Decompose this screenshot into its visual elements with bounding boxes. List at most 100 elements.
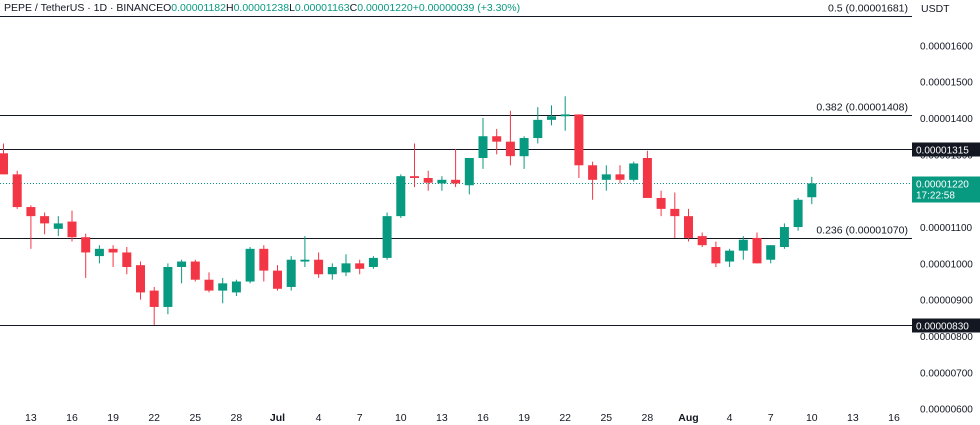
- current-price-box: [912, 176, 980, 203]
- price-tag-box: [912, 142, 980, 157]
- x-tick-label: 22: [148, 412, 160, 424]
- candle-body[interactable]: [738, 239, 748, 251]
- candle-body[interactable]: [355, 263, 365, 269]
- candle-body[interactable]: [327, 266, 337, 275]
- candle-body[interactable]: [752, 237, 762, 264]
- change-value: +0.00000039 (+3.30%): [412, 2, 521, 14]
- candle-body[interactable]: [190, 261, 200, 280]
- candle-body[interactable]: [410, 176, 419, 178]
- candle-body[interactable]: [560, 114, 570, 117]
- low-value: 0.00001163: [294, 2, 350, 14]
- open-label: O: [163, 2, 172, 14]
- price-tag-label: 0.00001315: [916, 146, 969, 157]
- y-tick-label: 0.00001600: [920, 41, 973, 52]
- candle-body[interactable]: [0, 153, 8, 175]
- x-tick-label: 22: [559, 412, 571, 424]
- candle-body[interactable]: [40, 216, 50, 224]
- candle-body[interactable]: [505, 141, 515, 157]
- candle-body[interactable]: [478, 136, 488, 159]
- candle-body[interactable]: [218, 283, 228, 291]
- candle-body[interactable]: [588, 165, 598, 180]
- x-tick-label: 25: [600, 412, 612, 424]
- candle-body[interactable]: [492, 136, 502, 142]
- candle-body[interactable]: [656, 197, 666, 209]
- open-value: 0.00001182: [171, 2, 226, 14]
- candle-body[interactable]: [779, 227, 789, 248]
- y-tick-label: 0.00001500: [920, 78, 973, 89]
- y-tick-label: 0.00000900: [920, 296, 973, 307]
- low-label: L: [289, 2, 295, 14]
- x-tick-label: 28: [642, 412, 654, 424]
- candle-body[interactable]: [26, 207, 36, 217]
- candle-body[interactable]: [53, 223, 63, 229]
- x-tick-label: 10: [806, 412, 818, 424]
- x-tick-label: 13: [847, 412, 859, 424]
- candle-body[interactable]: [684, 216, 693, 238]
- candle-body[interactable]: [163, 266, 173, 307]
- candle-body[interactable]: [382, 216, 392, 258]
- x-tick-label: Jul: [270, 412, 285, 424]
- x-tick-label: 7: [357, 412, 363, 424]
- candle-body[interactable]: [533, 119, 543, 139]
- candle-body[interactable]: [519, 138, 529, 157]
- x-tick-label: 19: [518, 412, 530, 424]
- candle-body[interactable]: [314, 259, 324, 275]
- candle-body[interactable]: [670, 208, 680, 217]
- x-tick-label: 16: [66, 412, 78, 424]
- candle-body[interactable]: [273, 270, 282, 289]
- candle-body[interactable]: [725, 250, 735, 262]
- x-tick-label: 16: [477, 412, 489, 424]
- candle-body[interactable]: [231, 281, 241, 293]
- candle-body[interactable]: [464, 158, 474, 186]
- candle-body[interactable]: [67, 221, 77, 238]
- close-value: 0.00001220: [357, 2, 413, 14]
- candle-body[interactable]: [807, 183, 817, 198]
- candle-body[interactable]: [122, 252, 132, 267]
- x-tick-label: Aug: [678, 412, 698, 424]
- candle-body[interactable]: [245, 248, 255, 282]
- candle-body[interactable]: [177, 261, 187, 267]
- candle-body[interactable]: [204, 279, 214, 291]
- candle-body[interactable]: [81, 237, 91, 253]
- ohlc-header: PEPE / TetherUS · 1D · BINANCE O 0.00001…: [4, 2, 520, 16]
- candle-body[interactable]: [793, 199, 803, 228]
- candle-body[interactable]: [629, 163, 639, 180]
- candle-body[interactable]: [766, 245, 776, 260]
- candle-body[interactable]: [136, 265, 145, 293]
- close-label: C: [349, 2, 358, 14]
- current-price-label: 0.00001220: [916, 180, 969, 191]
- candle-body[interactable]: [259, 248, 269, 271]
- candle-body[interactable]: [697, 236, 707, 246]
- y-tick-label: 0.00000700: [920, 368, 973, 379]
- candle-body[interactable]: [396, 176, 406, 217]
- candle-body[interactable]: [711, 247, 721, 264]
- currency-label[interactable]: USDT: [921, 3, 950, 15]
- candle-body[interactable]: [423, 177, 433, 183]
- x-tick-label: 13: [25, 412, 37, 424]
- candle-body[interactable]: [286, 259, 296, 287]
- candle-body[interactable]: [12, 174, 22, 208]
- x-tick-label: 25: [189, 412, 201, 424]
- candle-body[interactable]: [300, 259, 310, 262]
- symbol-label[interactable]: PEPE / TetherUS · 1D · BINANCE: [4, 2, 164, 14]
- candle-body[interactable]: [547, 116, 556, 120]
- candle-body[interactable]: [149, 290, 159, 307]
- y-tick-label: 0.00000800: [920, 332, 973, 343]
- candle-body[interactable]: [108, 248, 118, 253]
- y-tick-label: 0.00001000: [920, 259, 973, 270]
- candle-body[interactable]: [642, 158, 652, 198]
- y-tick-label: 0.00001100: [920, 223, 973, 234]
- candle-body[interactable]: [574, 114, 584, 166]
- candle-body[interactable]: [341, 263, 351, 273]
- candle-body[interactable]: [615, 174, 625, 180]
- candle-body[interactable]: [601, 174, 611, 180]
- x-tick-label: 7: [768, 412, 774, 424]
- candle-body[interactable]: [368, 257, 378, 267]
- candle-body[interactable]: [437, 179, 447, 184]
- high-value: 0.00001238: [233, 2, 290, 14]
- candle-body[interactable]: [94, 248, 104, 257]
- y-tick-label: 0.00000600: [920, 405, 973, 416]
- fib-level-label: 0.236 (0.00001070): [816, 225, 908, 237]
- candle-body[interactable]: [451, 179, 461, 184]
